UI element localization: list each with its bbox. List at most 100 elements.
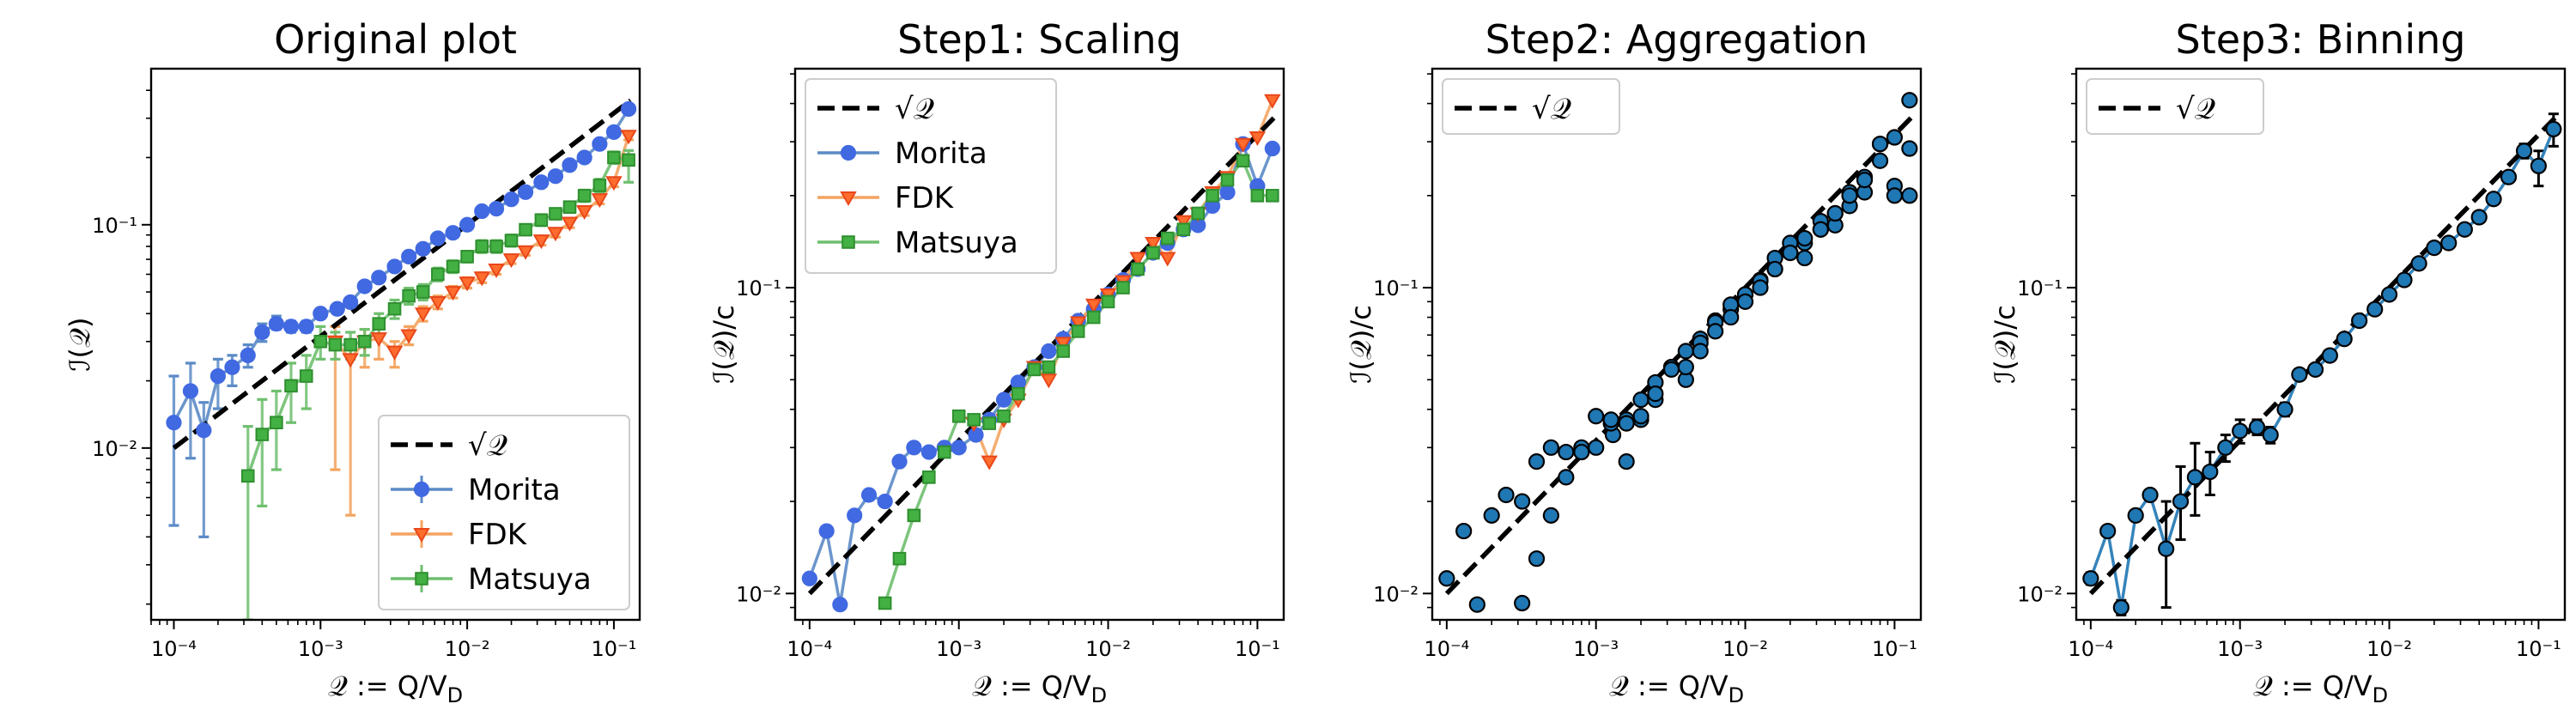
x-tick-label: 10⁻² <box>1085 637 1131 661</box>
data-point <box>387 301 402 316</box>
data-point <box>951 440 967 456</box>
legend: √𝒬 <box>2086 78 2264 135</box>
chart-title: Step3: Binning <box>2176 16 2466 63</box>
data-point <box>1056 344 1071 358</box>
data-point <box>1206 189 1219 203</box>
data-point <box>2082 570 2099 587</box>
data-point <box>1175 215 1193 230</box>
data-point <box>562 200 577 214</box>
data-point <box>519 222 532 237</box>
data-point <box>2248 418 2266 436</box>
data-point <box>1220 173 1235 187</box>
legend: √𝒬 Morita FDK Matsuya <box>378 415 630 610</box>
data-point <box>1264 140 1280 157</box>
data-point <box>801 570 817 586</box>
chart-title: Step1: Scaling <box>897 16 1182 63</box>
x-tick-label: 10⁻¹ <box>2516 637 2561 661</box>
data-point <box>1826 204 1844 222</box>
chart-panel-3: Step2: Aggregation 10⁻⁴ 10⁻³ 10⁻² 10⁻¹ 10⁻² 10… <box>1345 16 1923 707</box>
data-point <box>488 263 505 278</box>
legend: √𝒬 <box>1442 78 1620 135</box>
data-point <box>2232 422 2249 440</box>
legend-marker-icon <box>413 481 430 498</box>
data-point <box>1542 507 1559 524</box>
data-point <box>1812 221 1829 238</box>
x-axis-label: 𝒬 := Q/VD <box>1609 670 1744 707</box>
data-point <box>1027 362 1042 377</box>
data-point <box>475 240 489 253</box>
minor-ticks <box>1427 73 1889 625</box>
data-point <box>860 487 878 503</box>
data-point <box>1266 189 1279 203</box>
data-point <box>1542 439 1559 456</box>
y-tick-label: 10⁻² <box>1373 582 1419 606</box>
data-point <box>1455 522 1473 540</box>
data-point <box>240 469 255 483</box>
data-point <box>907 508 921 523</box>
data-point <box>1662 361 1680 378</box>
legend-label: √𝒬 <box>2176 92 2215 126</box>
data-point <box>2366 300 2384 318</box>
data-point <box>592 179 607 192</box>
data-point <box>1558 443 1575 461</box>
data-point <box>488 200 505 217</box>
data-point <box>429 230 446 246</box>
data-point <box>2500 168 2518 185</box>
data-point <box>459 216 476 233</box>
data-point <box>1040 373 1058 389</box>
data-point <box>938 445 951 459</box>
data-point <box>1901 187 1918 204</box>
data-point <box>1632 408 1649 425</box>
legend-box <box>805 78 1057 274</box>
data-point <box>549 207 562 221</box>
data-point <box>2172 493 2190 510</box>
axes-frame <box>149 67 641 622</box>
data-point <box>1250 189 1265 203</box>
legend-box <box>2086 78 2264 135</box>
data-point <box>2262 426 2279 444</box>
data-point <box>343 294 359 311</box>
data-point <box>445 225 461 241</box>
data-point <box>2112 598 2129 616</box>
data-point <box>503 191 519 208</box>
plot-area <box>166 98 637 620</box>
data-point <box>270 416 283 430</box>
data-point <box>968 427 984 443</box>
data-point <box>240 347 256 364</box>
markers-binned <box>2082 120 2562 616</box>
legend-label: Matsuya <box>468 562 592 597</box>
y-axis-label: ℐ(𝒬)/c <box>1989 305 2021 383</box>
data-point <box>981 455 998 470</box>
data-point <box>402 288 416 303</box>
data-point <box>1071 325 1085 338</box>
data-point <box>2336 331 2353 348</box>
data-point <box>517 184 534 200</box>
data-point <box>1901 140 1918 157</box>
data-point <box>2099 522 2117 540</box>
data-point <box>832 597 848 613</box>
data-point <box>605 124 623 140</box>
data-point <box>1886 187 1903 204</box>
data-point <box>847 507 863 524</box>
data-point <box>328 337 343 352</box>
data-point <box>547 227 564 242</box>
data-point <box>620 130 637 145</box>
data-point <box>576 149 592 166</box>
data-point <box>1871 152 1889 169</box>
legend-marker-icon <box>840 144 857 161</box>
data-point <box>577 189 592 203</box>
data-point <box>2158 540 2175 557</box>
data-point <box>474 203 490 220</box>
x-tick-label: 10⁻¹ <box>1872 637 1917 661</box>
chart-panel-4: Step3: Binning 10⁻⁴ 10⁻³ 10⁻² 10⁻¹ 10⁻² 10⁻¹ 𝒬 … <box>1989 16 2567 707</box>
data-point <box>2321 347 2338 364</box>
data-point <box>1145 237 1162 252</box>
data-point <box>878 596 892 610</box>
data-point <box>372 317 386 331</box>
data-point <box>2470 209 2488 226</box>
data-point <box>1234 137 1252 153</box>
data-point <box>1236 154 1250 168</box>
data-point <box>2456 221 2473 238</box>
data-point <box>370 332 387 348</box>
data-point <box>401 248 417 264</box>
